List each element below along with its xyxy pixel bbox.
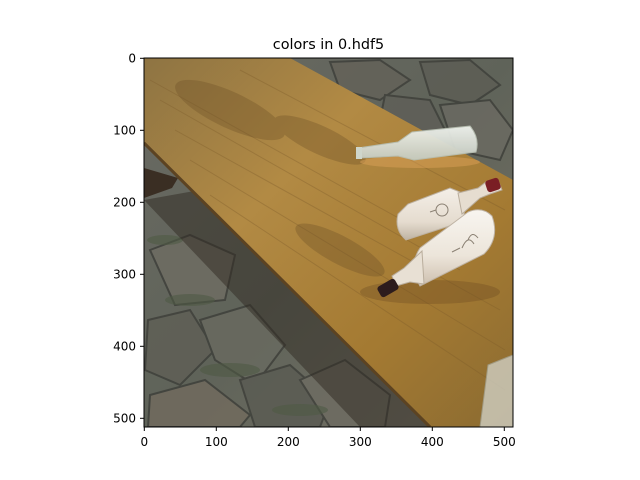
x-tick-label: 0 xyxy=(140,435,148,449)
wood-stains xyxy=(175,79,385,277)
glass-bottle xyxy=(356,125,480,168)
x-tick-label: 200 xyxy=(277,435,300,449)
y-tick-label: 100 xyxy=(113,124,136,138)
cream-bottle xyxy=(396,177,503,241)
x-tick-label: 100 xyxy=(205,435,228,449)
x-tick-label: 500 xyxy=(493,435,516,449)
table-leg xyxy=(144,168,178,198)
white-bottle xyxy=(360,209,500,304)
wood-grain xyxy=(149,69,506,391)
x-tick-label: 400 xyxy=(421,435,444,449)
y-axis: 0 100 200 300 400 500 xyxy=(113,52,144,426)
plot-title: colors in 0.hdf5 xyxy=(273,37,384,53)
y-tick-label: 200 xyxy=(113,196,136,210)
y-tick-label: 500 xyxy=(113,412,136,426)
table-shadow xyxy=(144,190,430,427)
y-tick-label: 400 xyxy=(113,340,136,354)
x-axis: 0 100 200 300 400 500 xyxy=(140,427,516,449)
axes-frame xyxy=(143,57,514,428)
image-region xyxy=(144,58,513,427)
y-tick-label: 0 xyxy=(128,52,136,66)
x-tick-label: 300 xyxy=(349,435,372,449)
drinking-glass xyxy=(479,354,513,427)
table-edge xyxy=(144,141,432,427)
moss-patches xyxy=(147,235,328,416)
y-tick-label: 300 xyxy=(113,268,136,282)
